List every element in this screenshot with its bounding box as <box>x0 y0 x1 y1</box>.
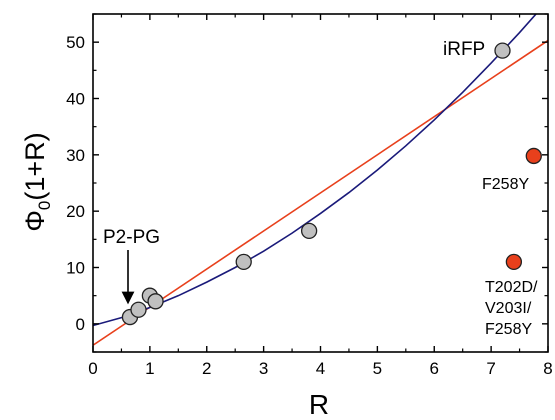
annotation-irfp: iRFP <box>443 39 485 60</box>
axes: 0 1 2 3 4 5 6 7 8 0 10 20 30 40 50 <box>66 13 553 378</box>
x-tick-label: 2 <box>202 359 211 378</box>
y-tick-label: 30 <box>66 146 85 165</box>
annotation-triple-line-3: F258Y <box>485 321 532 338</box>
y-tick-label: 40 <box>66 90 85 109</box>
x-tick-label: 7 <box>486 359 495 378</box>
annotation-triple-line-1: T202D/ <box>485 279 538 296</box>
gray-data-point <box>130 301 147 318</box>
y-axis-title: Φ0(1+R) <box>20 132 54 231</box>
x-tick-label: 4 <box>316 359 325 378</box>
gray-data-point <box>494 42 511 59</box>
y-tick-label: 0 <box>76 315 85 334</box>
y-tick-label: 20 <box>66 202 85 221</box>
y-axis-title-main: Φ <box>20 210 50 232</box>
y-tick-label: 50 <box>66 33 85 52</box>
fit-lines <box>93 14 548 346</box>
data-markers <box>121 42 542 326</box>
polynomial-fit-curve <box>93 14 538 327</box>
x-tick-label: 6 <box>430 359 439 378</box>
y-tick-label: 10 <box>66 259 85 278</box>
x-tick-label: 5 <box>373 359 382 378</box>
annotation-triple-line-2: V203I/ <box>485 300 532 317</box>
x-tick-label: 3 <box>259 359 268 378</box>
gray-data-point <box>300 222 318 240</box>
x-tick-label: 0 <box>88 359 97 378</box>
linear-fit-line <box>93 39 548 346</box>
gray-data-point <box>235 253 252 271</box>
x-axis-title: R <box>309 389 329 420</box>
annotation-f258y: F258Y <box>482 176 529 193</box>
y-axis-title-subscript: 0 <box>35 201 54 210</box>
red-data-point <box>505 253 523 271</box>
gray-data-point <box>147 293 164 310</box>
red-data-point <box>525 147 542 165</box>
x-tick-label: 1 <box>145 359 154 378</box>
x-tick-label: 8 <box>543 359 552 378</box>
annotation-p2pg: P2-PG <box>103 227 160 248</box>
y-axis-title-rest: (1+R) <box>20 132 50 200</box>
